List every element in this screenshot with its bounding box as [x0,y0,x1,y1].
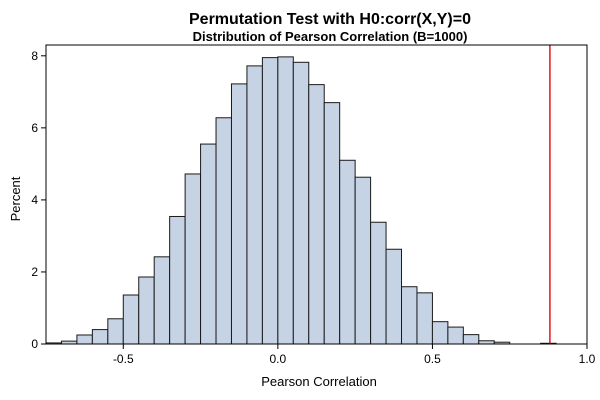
histogram-bar [215,117,232,345]
histogram-bar [339,159,356,345]
histogram-bar [354,176,372,345]
x-tick-label: 1.0 [579,352,596,366]
histogram-bar [370,221,387,345]
y-tick-label: 4 [31,193,38,207]
y-tick-label: 2 [31,265,38,279]
x-tick-label: 0.5 [424,352,441,366]
histogram-bar [431,321,449,345]
histogram-bars [45,56,557,345]
histogram-bar [169,215,186,345]
y-axis-label: Percent [8,176,23,221]
histogram-bar [76,334,93,345]
histogram-bar [184,173,202,345]
chart-title: Permutation Test with H0:corr(X,Y)=0 [189,11,471,28]
histogram-bar [200,143,217,345]
histogram-bar [308,84,325,345]
histogram-bar [230,83,248,345]
histogram-bar [107,318,124,345]
histogram-bar [138,276,155,345]
histogram-bar [462,334,480,345]
x-axis-ticks: -0.5 0.0 0.5 1.0 [113,344,596,366]
histogram-bar [447,326,464,345]
histogram-bar [91,329,109,345]
plot-frame [45,44,588,345]
chart-subtitle: Distribution of Pearson Correlation (B=1… [193,29,468,44]
histogram-bar [323,102,341,345]
histogram-bar [292,61,310,345]
histogram-bar [401,286,418,345]
y-tick-label: 0 [31,337,38,351]
histogram-bar [385,248,403,345]
histogram-bar [261,57,279,345]
histogram-bar [153,256,171,345]
histogram-bar [277,56,294,345]
y-tick-label: 6 [31,121,38,135]
x-axis-label: Pearson Correlation [261,374,377,389]
histogram-bar [246,65,263,345]
histogram-bar [122,294,140,345]
x-tick-label: -0.5 [113,352,134,366]
y-tick-label: 8 [31,49,38,63]
x-tick-label: 0.0 [270,352,287,366]
histogram-bar [416,292,433,345]
y-axis-ticks: 0 2 4 6 8 [31,49,46,351]
